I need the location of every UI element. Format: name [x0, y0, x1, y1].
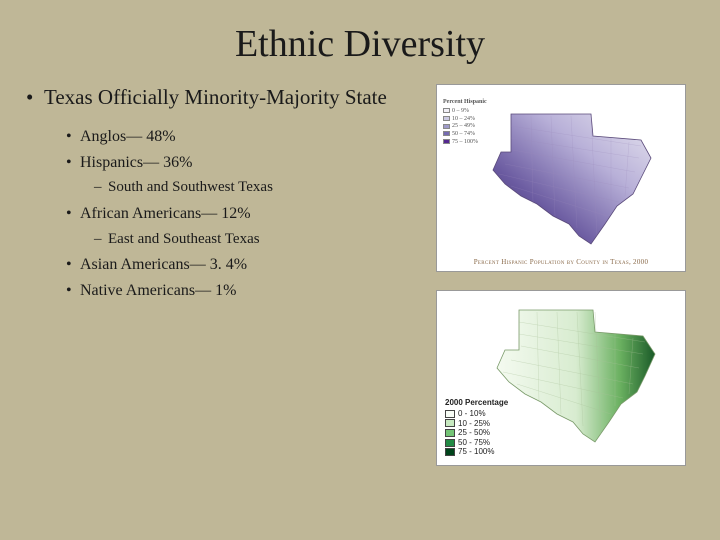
bullet-african-americans: African Americans— 12%	[26, 201, 426, 227]
legend-title: 2000 Percentage	[445, 398, 508, 408]
main-bullet: Texas Officially Minority-Majority State	[26, 84, 426, 110]
map-percentage-legend: 2000 Percentage 0 - 10% 10 - 25% 25 - 50…	[445, 398, 508, 457]
map-percentage: 2000 Percentage 0 - 10% 10 - 25% 25 - 50…	[436, 290, 686, 466]
bullet-native-americans: Native Americans— 1%	[26, 278, 426, 304]
bullet-anglos: Anglos— 48%	[26, 124, 426, 150]
map-hispanic-legend: Percent Hispanic 0 – 9% 10 – 24% 25 – 49…	[443, 99, 487, 147]
bullet-asian-americans: Asian Americans— 3. 4%	[26, 252, 426, 278]
text-column: Texas Officially Minority-Majority State…	[26, 84, 426, 466]
page-title: Ethnic Diversity	[0, 0, 720, 84]
bullet-hispanics-region: South and Southwest Texas	[26, 175, 426, 201]
map-hispanic: Percent Hispanic 0 – 9% 10 – 24% 25 – 49…	[436, 84, 686, 272]
content-area: Texas Officially Minority-Majority State…	[0, 84, 720, 466]
bullet-hispanics: Hispanics— 36%	[26, 150, 426, 176]
legend-title: Percent Hispanic	[443, 99, 487, 107]
bullet-african-americans-region: East and Southeast Texas	[26, 227, 426, 253]
map-hispanic-caption: Percent Hispanic Population by County in…	[437, 258, 685, 266]
image-column: Percent Hispanic 0 – 9% 10 – 24% 25 – 49…	[426, 84, 694, 466]
